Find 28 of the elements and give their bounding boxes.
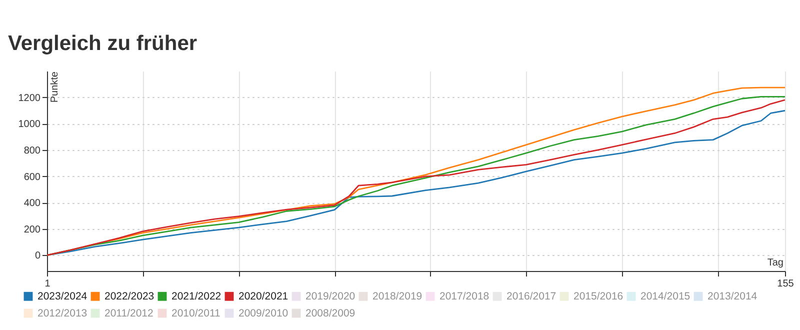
y-tick-label: 200 [24,224,41,236]
legend-label: 2021/2022 [172,290,222,302]
legend-label: 2014/2015 [640,290,690,302]
y-tick-label: 1200 [18,92,41,104]
y-tick-label: 0 [34,250,41,262]
x-axis-title: Tag [767,258,784,268]
chart-title: Vergleich zu früher [8,32,198,55]
legend-label: 2018/2019 [372,290,422,302]
legend-label: 2015/2016 [574,290,624,302]
legend-label: 2010/2011 [172,307,221,320]
legend-label: 2016/2017 [506,290,556,302]
y-tick-label: 600 [24,172,41,183]
legend-label: 2008/2009 [306,307,356,320]
legend-label: 2019/2020 [306,290,356,302]
y-tick-label: 400 [24,198,41,210]
legend-label: 2012/2013 [38,307,88,320]
y-tick-label: 1000 [18,119,41,130]
x-tick-label: 155 [777,278,794,290]
legend-label: 2020/2021 [238,290,288,302]
y-tick-label: 800 [24,145,41,156]
legend-label: 2022/2023 [104,290,154,302]
x-tick-label: 1 [44,278,51,290]
legend-label: 2011/2012 [104,307,154,320]
legend-label: 2023/2024 [38,290,88,302]
legend-label: 2009/2010 [238,307,288,320]
legend-label: 2013/2014 [708,290,758,302]
legend-label: 2017/2018 [440,290,490,302]
y-axis-title: Punkte [50,71,60,103]
